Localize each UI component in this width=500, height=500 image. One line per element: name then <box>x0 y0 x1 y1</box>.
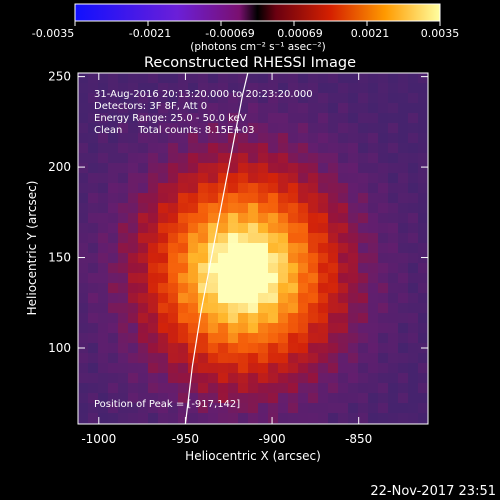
colorbar-tick-label: 0.0035 <box>421 27 460 40</box>
x-tick-label: -950 <box>172 432 199 446</box>
y-tick-label: 150 <box>48 251 71 265</box>
chart-title: Reconstructed RHESSI Image <box>144 55 356 71</box>
colorbar-tick-label: -0.00069 <box>205 27 254 40</box>
y-tick-label: 250 <box>48 70 71 84</box>
info-line-time: 31-Aug-2016 20:13:20.000 to 20:23:20.000 <box>94 89 313 100</box>
colorbar-tick-label: -0.0035 <box>32 27 74 40</box>
solar-limb-curve <box>184 73 249 424</box>
plot-frame <box>77 72 429 425</box>
colorbar-tick-label: -0.0021 <box>129 27 171 40</box>
y-tick-label: 100 <box>48 341 71 355</box>
heatmap-image <box>78 73 428 424</box>
x-axis-label: Heliocentric X (arcsec) <box>185 449 321 463</box>
info-line-detectors: Detectors: 3F 8F, Att 0 <box>94 101 207 112</box>
x-tick-label: -1000 <box>81 432 116 446</box>
x-tick-label: -850 <box>345 432 372 446</box>
peak-position-label: Position of Peak = [-917,142] <box>94 399 240 410</box>
info-line-energy: Energy Range: 25.0 - 50.0 keV <box>94 113 247 124</box>
colorbar <box>74 3 441 22</box>
colorbar-ticks <box>74 21 441 26</box>
y-tick-label: 200 <box>48 160 71 174</box>
y-axis-label: Heliocentric Y (arcsec) <box>25 181 39 316</box>
colorbar-tick-label: 0.0021 <box>351 27 390 40</box>
colorbar-unit-label: (photons cm⁻² s⁻¹ asec⁻²) <box>190 41 325 53</box>
x-tick-label: -900 <box>258 432 285 446</box>
info-line-clean: Clean Total counts: 8.15E+03 <box>94 125 254 136</box>
axis-ticks <box>78 73 428 424</box>
footer-timestamp: 22-Nov-2017 23:51 <box>370 484 496 499</box>
colorbar-tick-label: 0.00069 <box>277 27 323 40</box>
